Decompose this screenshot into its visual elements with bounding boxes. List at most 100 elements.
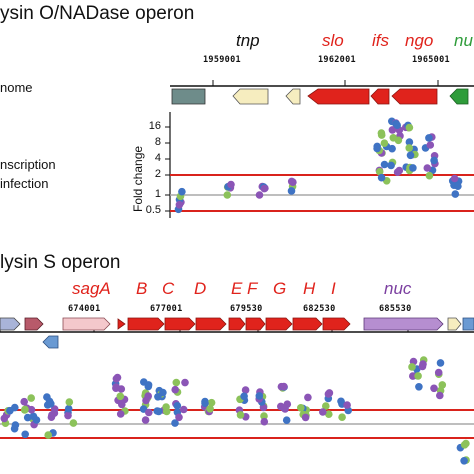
bottom-data-dot [20, 397, 29, 406]
gene-arrow-sagG [265, 317, 293, 331]
bottom-data-dot [434, 368, 443, 377]
gene-arrow-sagD [195, 317, 227, 331]
top-panel-title: ysin O/NADase operon [0, 3, 195, 24]
bottom-data-dot [6, 406, 14, 415]
bottom-data-dot [241, 386, 250, 394]
gene-arrow-sagF [245, 317, 266, 331]
side-label-genome: nome [0, 80, 33, 95]
gene-arrow-left-1 [0, 317, 21, 331]
gene-label-nu: nu [454, 31, 473, 50]
bottom-data-dot [319, 408, 327, 416]
gene-arrow-ngo [391, 88, 438, 105]
bottom-data-dot [179, 405, 188, 414]
bottom-data-dot [116, 392, 125, 401]
bottom-data-dot [343, 401, 351, 409]
top-data-dot [406, 151, 415, 160]
top-data-dot [380, 139, 389, 147]
gene-arrow-upstream [171, 88, 206, 105]
bottom-data-dot [438, 381, 447, 389]
bottom-coord-3: 679530 [230, 304, 263, 314]
bottom-data-dot [419, 360, 427, 368]
bottom-data-dot [280, 382, 288, 391]
bottom-data-dot [408, 363, 416, 371]
bottom-data-dot [436, 391, 444, 400]
gene-label-H: H [303, 279, 316, 298]
gene-arrow-slo [307, 88, 370, 105]
bottom-data-dot [64, 411, 72, 420]
top-data-dot [423, 164, 432, 172]
bottom-data-dot [325, 410, 333, 419]
top-data-dot [377, 173, 386, 182]
gene-label-slo: slo [322, 31, 344, 50]
top-data-dot [425, 134, 433, 142]
bottom-data-dot [154, 407, 163, 416]
bottom-data-dot [281, 405, 289, 413]
top-data-dot [388, 126, 397, 134]
gene-label-E: E [231, 279, 243, 298]
top-data-dot [260, 184, 269, 193]
top-gene-arrows [171, 88, 469, 105]
top-data-dot [425, 171, 434, 180]
y-tick-16: 16 [148, 120, 161, 132]
bottom-data-dot [172, 378, 181, 387]
gene-label-D: D [194, 279, 207, 298]
top-data-dot [393, 121, 402, 129]
gene-arrow-pale [62, 317, 111, 331]
top-data-dot [373, 144, 381, 153]
bottom-data-dot [436, 359, 445, 367]
bottom-data-dot [145, 408, 153, 417]
bottom-data-dot [173, 402, 182, 410]
bottom-data-dot [304, 393, 312, 402]
y-tick-1: 1 [154, 188, 161, 200]
gene-label-ngo: ngo [405, 31, 434, 50]
top-coord-2: 1962001 [318, 55, 356, 65]
bottom-coord-5: 685530 [379, 304, 412, 314]
bottom-data-dot [27, 405, 36, 414]
gene-arrow-sagE [228, 317, 246, 331]
y-tick-0-5: 0.5 [145, 204, 161, 216]
bottom-data-dot [460, 457, 468, 465]
bottom-data-dot [255, 392, 264, 400]
bottom-data-dot [112, 383, 120, 391]
bottom-coord-1: 674001 [68, 304, 101, 314]
bottom-data-dot [112, 375, 121, 383]
bottom-data-dot [21, 430, 30, 439]
bottom-data-dot [64, 404, 73, 413]
bottom-data-dot [50, 405, 59, 413]
bottom-data-dot [240, 392, 248, 401]
bottom-gene-arrows [0, 317, 474, 349]
top-data-dot [178, 187, 186, 196]
top-data-dot [387, 161, 395, 170]
gene-label-F: F [247, 279, 258, 298]
bottom-data-dot [21, 405, 29, 414]
top-data-dot [388, 144, 396, 153]
top-data-dot [451, 190, 460, 198]
top-dot-plot [174, 117, 463, 214]
top-data-dot [223, 191, 232, 199]
bottom-data-dot [206, 405, 214, 413]
gene-label-sagA: sagA [72, 279, 111, 298]
gene-arrow-tnp-1 [232, 88, 269, 105]
bottom-data-dot [415, 383, 423, 391]
top-data-dot [175, 201, 184, 209]
top-coord-1: 1959001 [203, 55, 241, 65]
y-tick-2: 2 [154, 168, 161, 180]
top-data-dot [287, 187, 296, 195]
gene-arrow-ifs [370, 88, 390, 105]
gene-label-ifs: ifs [372, 31, 389, 50]
bottom-data-dot [409, 372, 417, 380]
top-data-dot [426, 141, 435, 149]
bottom-data-dot [141, 416, 150, 424]
bottom-panel-title: lysin S operon [0, 252, 121, 273]
bottom-data-dot [0, 414, 9, 423]
bottom-data-dot [282, 416, 291, 425]
bottom-data-dot [430, 384, 438, 393]
bottom-data-dot [140, 378, 148, 386]
gene-label-B: B [136, 279, 148, 298]
gene-label-G: G [273, 279, 287, 298]
bottom-data-dot [414, 372, 422, 380]
gene-arrow-nuc [363, 317, 444, 331]
bottom-data-dot [116, 410, 125, 418]
gene-arrow-nuc-top [449, 88, 469, 105]
